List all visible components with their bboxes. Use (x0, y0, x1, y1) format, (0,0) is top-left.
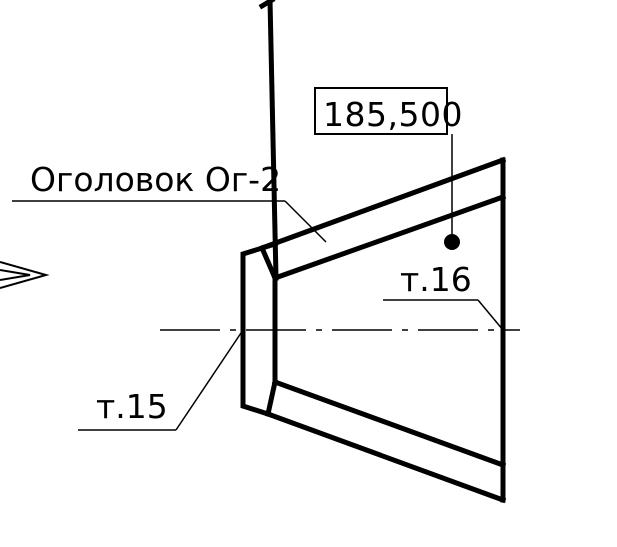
vertical-reference-line (267, 0, 279, 281)
flange-chamfer-top (258, 244, 279, 282)
cone-outer-bottom (264, 410, 507, 504)
point-15-leader (175, 329, 244, 431)
elevation-mark-text: 185,500 (323, 95, 463, 134)
point-15-label-text: т.15 (96, 387, 168, 426)
cone-outer-top (258, 156, 507, 252)
cone-inner-top (271, 193, 507, 282)
view-arrow-mark (0, 261, 50, 289)
point-16-label-text: т.16 (400, 260, 472, 299)
header-label-text: Оголовок Ог-2 (30, 160, 281, 199)
elevation-mark-box (314, 87, 448, 135)
point-16-leader (477, 299, 504, 331)
view-arrow-mark-inner (0, 269, 31, 281)
flange-chamfer-bottom (265, 379, 278, 417)
header-label-leader (284, 200, 327, 243)
elevation-leader-dot (444, 234, 460, 250)
cone-inner-bottom (271, 378, 507, 469)
vertical-reference-tick (258, 0, 276, 10)
